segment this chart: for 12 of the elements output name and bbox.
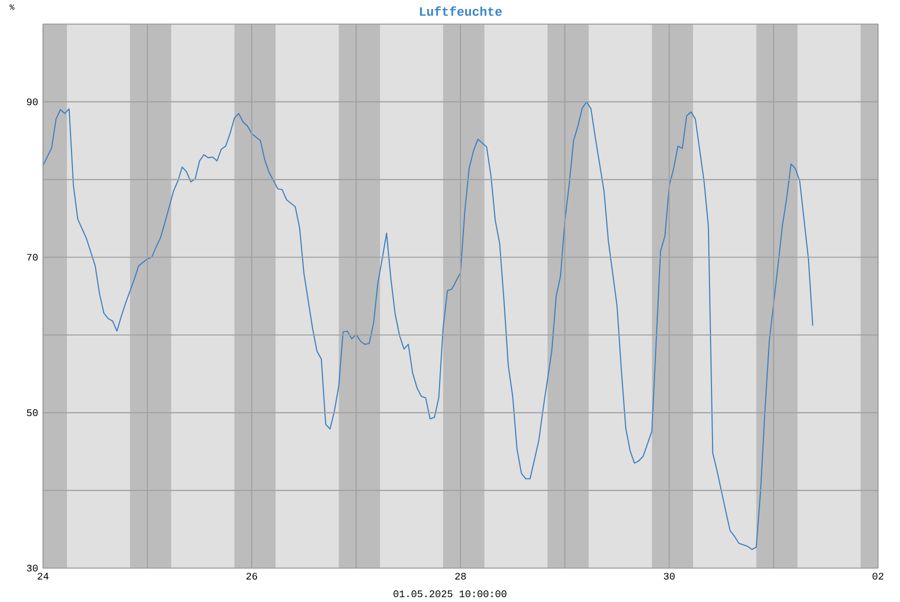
x-tick-label: 30 (664, 573, 675, 580)
y-tick-label: 90 (26, 98, 38, 106)
y-tick-label: 30 (26, 564, 38, 572)
x-tick-label: 28 (455, 573, 466, 580)
x-tick-label: 24 (38, 573, 49, 580)
y-tick-label: 50 (26, 409, 38, 416)
x-tick-label: 02 (872, 573, 884, 580)
chart-title: Luftfeuchte (420, 6, 502, 16)
text: 01.05.2025 10:00:00 (394, 590, 506, 598)
y-tick-label: 70 (27, 254, 38, 261)
y-axis-title: % (10, 4, 14, 10)
x-tick-label: 26 (246, 573, 258, 580)
